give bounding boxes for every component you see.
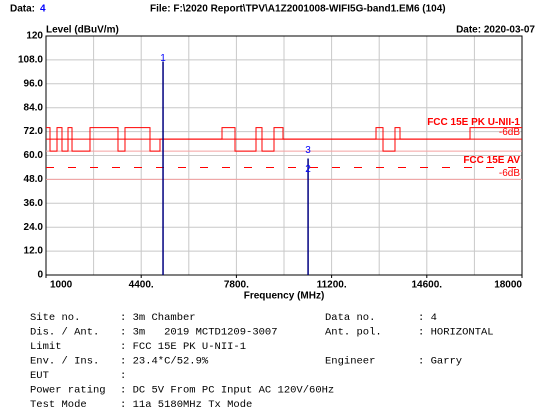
- y-tick-label: 108.0: [18, 55, 43, 66]
- info-text: : DC 5V From PC Input AC 120V/60Hz: [120, 384, 334, 396]
- y-tick-label: 48.0: [24, 174, 44, 185]
- info-text: : 4: [418, 312, 437, 324]
- info-text: Power rating: [30, 384, 106, 396]
- y-tick-label: 96.0: [24, 78, 44, 89]
- info-text: Site no.: [30, 312, 80, 324]
- info-text: : 3m Chamber: [120, 312, 196, 324]
- marker-label: 3: [305, 145, 311, 156]
- info-text: Engineer: [325, 355, 375, 367]
- info-text: : FCC 15E PK U-NII-1: [120, 341, 246, 353]
- marker-label: 2: [305, 164, 311, 175]
- info-text: : HORIZONTAL: [418, 326, 494, 338]
- info-text: : 11a 5180MHz Tx Mode: [120, 399, 252, 407]
- info-text: EUT: [30, 370, 49, 382]
- x-axis-label: Frequency (MHz): [244, 291, 325, 302]
- y-axis-label: Level (dBuV/m): [46, 25, 119, 36]
- y-tick-label: 60.0: [24, 150, 44, 161]
- file-name: File: F:\2020 Report\TPV\A1Z2001008-WIFI…: [150, 4, 446, 15]
- info-text: Ant. pol.: [325, 326, 382, 338]
- info-text: : 3m 2019 MCTD1209-3007: [120, 326, 278, 338]
- data-no: 4: [40, 4, 46, 15]
- x-tick-label: 1000: [50, 280, 73, 291]
- info-text: : 23.4*C/52.9%: [120, 355, 209, 367]
- info-text: Env. / Ins.: [30, 355, 99, 367]
- x-tick-label: 14600.: [412, 280, 443, 291]
- y-tick-label: 0: [37, 270, 43, 281]
- x-tick-label: 7800.: [224, 280, 249, 291]
- data-label: Data:: [10, 4, 35, 15]
- plot-frame: [45, 35, 523, 276]
- y-tick-label: 36.0: [24, 198, 44, 209]
- y-tick-label: 84.0: [24, 102, 44, 113]
- limit-label: FCC 15E AV: [463, 155, 520, 166]
- y-tick-label: 12.0: [24, 246, 44, 257]
- info-text: Dis. / Ant.: [30, 326, 99, 338]
- x-tick-label: 11200.: [317, 280, 347, 291]
- info-text: :: [120, 370, 126, 382]
- trace: [46, 127, 522, 152]
- y-tick-label: 24.0: [24, 222, 44, 233]
- margin-label: -6dB: [499, 127, 520, 138]
- info-text: Test Mode: [30, 399, 87, 407]
- x-tick-label: 4400.: [129, 280, 154, 291]
- y-tick-label: 72.0: [24, 126, 44, 137]
- marker-label: 1: [160, 53, 166, 64]
- date: Date: 2020-03-07: [456, 25, 535, 36]
- info-text: Data no.: [325, 312, 375, 324]
- margin-label: -6dB: [499, 168, 520, 179]
- limit-label: FCC 15E PK U-NII-1: [427, 117, 520, 128]
- info-text: Limit: [30, 341, 62, 353]
- info-text: : Garry: [418, 355, 462, 367]
- y-tick-label: 120: [26, 31, 43, 42]
- x-tick-label: 18000: [494, 280, 522, 291]
